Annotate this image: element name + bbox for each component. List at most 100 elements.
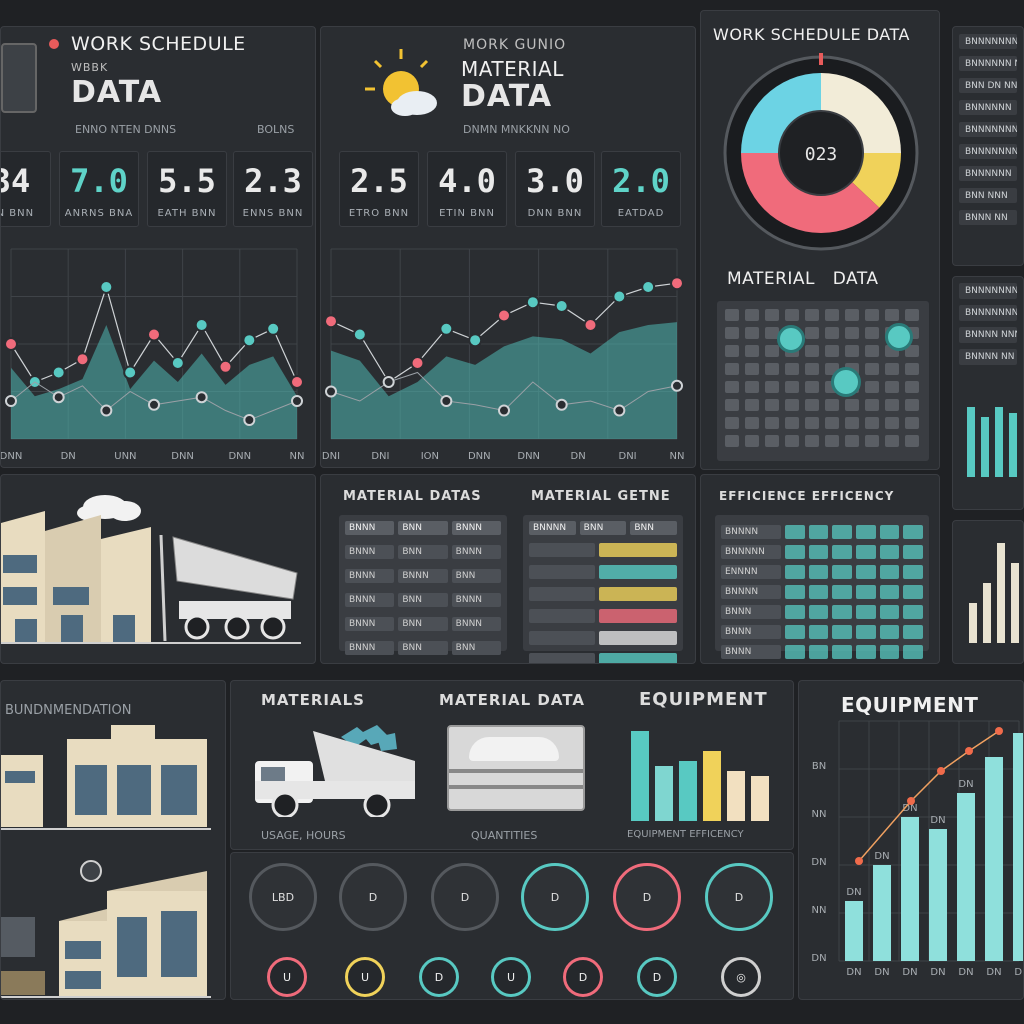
key[interactable] [845, 309, 859, 321]
key[interactable] [725, 399, 739, 411]
key[interactable] [905, 435, 919, 447]
key[interactable] [845, 327, 859, 339]
knob-teal[interactable] [777, 325, 805, 353]
key[interactable] [725, 327, 739, 339]
key[interactable] [905, 309, 919, 321]
key[interactable] [745, 327, 759, 339]
list-item[interactable]: BNNNNNNNN [959, 122, 1017, 137]
key[interactable] [845, 345, 859, 357]
mini-toggle[interactable]: U [491, 957, 531, 997]
key[interactable] [745, 363, 759, 375]
key[interactable] [725, 309, 739, 321]
key[interactable] [785, 417, 799, 429]
key[interactable] [885, 381, 899, 393]
key[interactable] [885, 309, 899, 321]
mini-toggle[interactable]: D [563, 957, 603, 997]
key[interactable] [885, 399, 899, 411]
material-keypad[interactable] [717, 301, 929, 461]
key[interactable] [765, 381, 779, 393]
key[interactable] [865, 345, 879, 357]
key[interactable] [805, 363, 819, 375]
key[interactable] [865, 417, 879, 429]
key[interactable] [825, 417, 839, 429]
target-icon[interactable]: ◎ [721, 957, 761, 997]
key[interactable] [765, 327, 779, 339]
knob-teal-2[interactable] [885, 323, 913, 351]
key[interactable] [885, 363, 899, 375]
key[interactable] [765, 417, 779, 429]
mini-toggle[interactable]: U [345, 957, 385, 997]
key[interactable] [865, 435, 879, 447]
mini-toggle[interactable]: D [637, 957, 677, 997]
list-item[interactable]: BNNNNNN NN [959, 56, 1017, 71]
mini-toggle[interactable]: D [419, 957, 459, 997]
list-item[interactable]: BNNN NN [959, 210, 1017, 225]
list-item[interactable]: BNNNN NN [959, 349, 1017, 365]
key[interactable] [725, 435, 739, 447]
key[interactable] [805, 327, 819, 339]
list-item[interactable]: BNNNN NNN [959, 327, 1017, 343]
key[interactable] [785, 381, 799, 393]
key[interactable] [785, 435, 799, 447]
control-knob[interactable]: D [705, 863, 773, 931]
control-knob[interactable]: D [431, 863, 499, 931]
key[interactable] [805, 381, 819, 393]
key[interactable] [845, 399, 859, 411]
key[interactable] [805, 435, 819, 447]
key[interactable] [845, 435, 859, 447]
control-knob[interactable]: D [521, 863, 589, 931]
key[interactable] [865, 399, 879, 411]
key[interactable] [765, 309, 779, 321]
key[interactable] [785, 309, 799, 321]
control-knob[interactable]: D [613, 863, 681, 931]
key[interactable] [865, 381, 879, 393]
key[interactable] [725, 345, 739, 357]
key[interactable] [825, 399, 839, 411]
key[interactable] [785, 399, 799, 411]
key[interactable] [765, 363, 779, 375]
key[interactable] [745, 309, 759, 321]
key[interactable] [845, 417, 859, 429]
key[interactable] [825, 345, 839, 357]
key[interactable] [745, 345, 759, 357]
knob-teal-3[interactable] [831, 367, 861, 397]
key[interactable] [765, 345, 779, 357]
key[interactable] [905, 381, 919, 393]
key[interactable] [885, 435, 899, 447]
key[interactable] [905, 417, 919, 429]
key[interactable] [865, 363, 879, 375]
list-item[interactable]: BNN DN NN [959, 78, 1017, 93]
key[interactable] [885, 417, 899, 429]
key[interactable] [805, 399, 819, 411]
key[interactable] [765, 399, 779, 411]
key[interactable] [825, 435, 839, 447]
key[interactable] [745, 399, 759, 411]
key[interactable] [805, 345, 819, 357]
list-item[interactable]: BNNNNNNNNN [959, 283, 1017, 299]
key[interactable] [785, 363, 799, 375]
mini-toggle[interactable]: U [267, 957, 307, 997]
key[interactable] [725, 381, 739, 393]
key[interactable] [745, 381, 759, 393]
key[interactable] [905, 363, 919, 375]
key[interactable] [745, 435, 759, 447]
control-knob[interactable]: D [339, 863, 407, 931]
key[interactable] [805, 417, 819, 429]
list-item[interactable]: BNNNNNNNNNN [959, 144, 1017, 159]
control-knob[interactable]: LBD [249, 863, 317, 931]
key[interactable] [825, 327, 839, 339]
key[interactable] [905, 345, 919, 357]
key[interactable] [725, 363, 739, 375]
list-item[interactable]: BNNNNNNN [959, 305, 1017, 321]
key[interactable] [825, 309, 839, 321]
key[interactable] [765, 435, 779, 447]
key[interactable] [725, 417, 739, 429]
list-item[interactable]: BNNNNNN [959, 100, 1017, 115]
key[interactable] [865, 327, 879, 339]
key[interactable] [905, 399, 919, 411]
list-item[interactable]: BNNNNNN [959, 166, 1017, 181]
key[interactable] [805, 309, 819, 321]
list-item[interactable]: BNNNNNNNN [959, 34, 1017, 49]
key[interactable] [865, 309, 879, 321]
list-item[interactable]: BNN NNN [959, 188, 1017, 203]
